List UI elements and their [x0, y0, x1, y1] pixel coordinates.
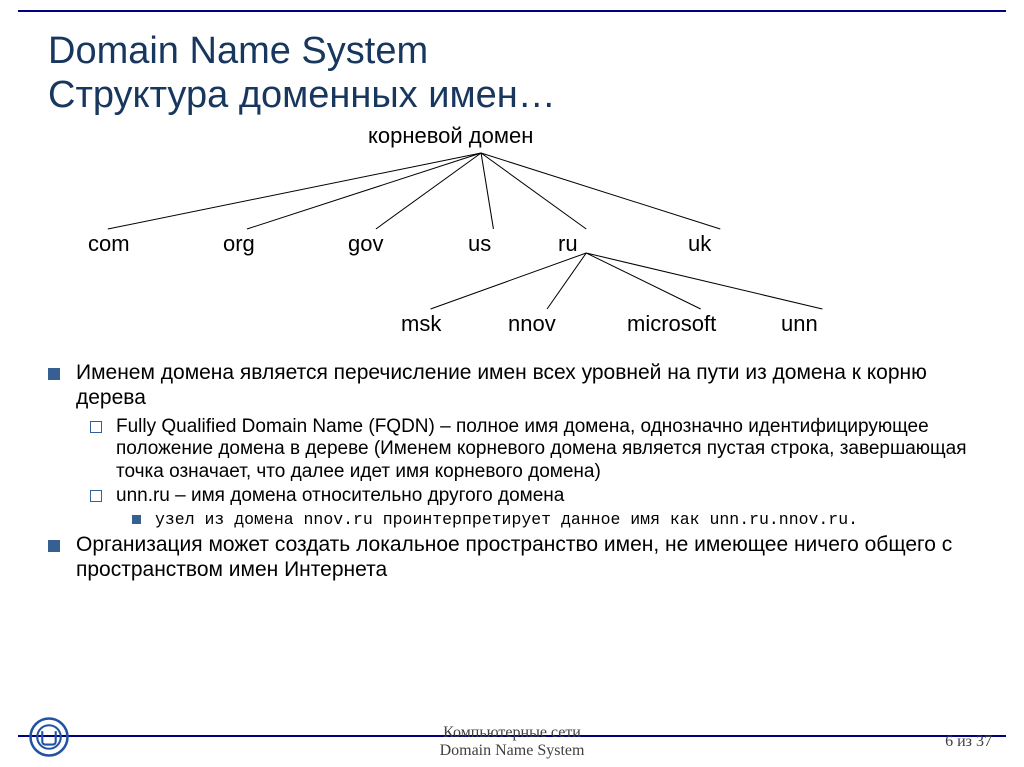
bullet-text: Именем домена является перечисление имен… — [76, 361, 976, 411]
bullet-text: Организация может создать локальное прос… — [76, 533, 976, 583]
slide-frame: Domain Name System Структура доменных им… — [18, 10, 1006, 737]
bullet-marker-icon — [48, 368, 60, 380]
bullet-item: узел из домена nnov.ru проинтерпретирует… — [132, 510, 976, 529]
bullet-text: узел из домена nnov.ru проинтерпретирует… — [155, 510, 858, 529]
bullet-content: Именем домена является перечисление имен… — [48, 361, 976, 582]
tree-edges-svg — [48, 123, 976, 333]
bullet-item: unn.ru – имя домена относительно другого… — [90, 485, 976, 507]
bullet-item: Именем домена является перечисление имен… — [48, 361, 976, 411]
bullet-text: Fully Qualified Domain Name (FQDN) – пол… — [116, 416, 976, 483]
bullet-marker-icon — [90, 490, 102, 502]
tree-node-com: com — [88, 231, 130, 257]
bullet-marker-icon — [90, 421, 102, 433]
tree-node-uk: uk — [688, 231, 711, 257]
slide-title: Domain Name System Структура доменных им… — [48, 30, 976, 117]
tree-node-ru: ru — [558, 231, 578, 257]
tree-node-microsoft: microsoft — [627, 311, 716, 337]
tree-node-us: us — [468, 231, 491, 257]
bullet-marker-icon — [132, 515, 141, 524]
bullet-item: Организация может создать локальное прос… — [48, 533, 976, 583]
bullet-marker-icon — [48, 540, 60, 552]
title-line-2: Структура доменных имен… — [48, 74, 556, 116]
footer-line-2: Domain Name System — [440, 742, 585, 759]
page-number: 6 из 37 — [945, 733, 992, 751]
footer-center: Компьютерные сети Domain Name System — [0, 724, 1024, 761]
tree-node-nnov: nnov — [508, 311, 556, 337]
tree-node-unn: unn — [781, 311, 818, 337]
slide-footer: Компьютерные сети Domain Name System 6 и… — [0, 719, 1024, 765]
footer-line-1: Компьютерные сети — [443, 724, 581, 741]
dns-tree-diagram: корневой домен comorggovusruukmsknnovmic… — [48, 123, 976, 333]
tree-node-msk: msk — [401, 311, 441, 337]
unn-logo — [28, 716, 70, 763]
bullet-item: Fully Qualified Domain Name (FQDN) – пол… — [90, 416, 976, 483]
title-line-1: Domain Name System — [48, 30, 428, 72]
tree-node-org: org — [223, 231, 255, 257]
bullet-text: unn.ru – имя домена относительно другого… — [116, 485, 564, 507]
tree-node-gov: gov — [348, 231, 383, 257]
